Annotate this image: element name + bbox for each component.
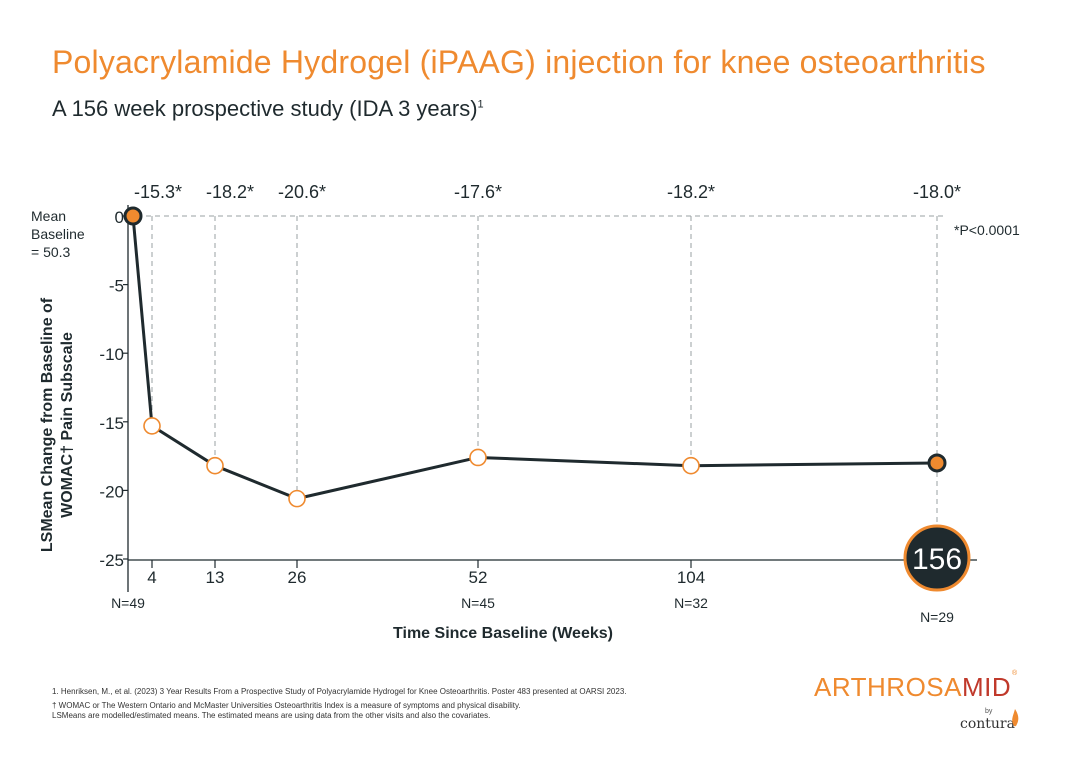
point-value-label: -18.2* [206, 182, 254, 202]
data-point [143, 417, 161, 435]
x-tick-label: 4 [147, 568, 156, 587]
data-point [123, 206, 143, 226]
data-series [123, 206, 947, 508]
y-axis-title-line2: WOMAC† Pain Subscale [59, 332, 76, 518]
chart-axes [127, 205, 977, 592]
baseline-label-line2: Baseline [31, 226, 85, 242]
logo-wordmark-part1: ARTHROSA [814, 672, 962, 702]
x-tick-highlight-circle [903, 524, 971, 592]
n-label: N=29 [920, 609, 954, 625]
x-tick-label: 104 [677, 568, 705, 587]
n-label: N=45 [461, 595, 495, 611]
data-point [288, 489, 306, 508]
y-tick-label: -5 [109, 277, 124, 296]
subtitle-reference: 1 [477, 98, 484, 111]
data-point [206, 456, 224, 475]
baseline-label-line3: = 50.3 [31, 244, 71, 260]
arthrosamid-logo: ARTHROSAMID ® by contura [814, 670, 1024, 740]
point-value-label: -18.2* [667, 182, 715, 202]
y-tick-label: -15 [99, 414, 124, 433]
x-tick-label: 13 [206, 568, 225, 587]
significance-note: *P<0.0001 [954, 222, 1020, 238]
y-tick-label: -20 [99, 482, 124, 501]
footnote-reference: 1. Henriksen, M., et al. (2023) 3 Year R… [52, 687, 627, 696]
logo-contura: contura [960, 716, 1015, 732]
n-label: N=32 [674, 595, 708, 611]
n-label: N=49 [111, 595, 145, 611]
y-axis-ticks: 0 -5 -10 -15 -20 -25 [99, 208, 128, 570]
footnote-womac: † WOMAC or The Western Ontario and McMas… [52, 701, 521, 710]
y-tick-label: -25 [99, 551, 124, 570]
logo-wordmark-part2: MID [962, 672, 1012, 702]
point-labels: -15.3* -18.2* -20.6* -17.6* -18.2* -18.0* [134, 182, 961, 202]
subtitle-text: A 156 week prospective study (IDA 3 year… [52, 96, 478, 121]
point-value-label: -20.6* [278, 182, 326, 202]
logo-wordmark: ARTHROSAMID [814, 672, 1011, 703]
baseline-label-line1: Mean [31, 208, 66, 224]
x-tick-label: 26 [288, 568, 307, 587]
x-tick-label: 52 [469, 568, 488, 587]
page-title: Polyacrylamide Hydrogel (iPAAG) injectio… [52, 44, 986, 80]
page-subtitle: A 156 week prospective study (IDA 3 year… [52, 96, 484, 122]
dashed-guides [128, 215, 947, 530]
data-point [469, 448, 487, 467]
point-value-label: -17.6* [454, 182, 502, 202]
logo-registered-mark: ® [1012, 670, 1018, 677]
logo-by: by [985, 708, 993, 715]
y-tick-label: 0 [115, 208, 124, 227]
point-value-label: -15.3* [134, 182, 182, 202]
x-axis-ticks: 4 13 26 52 104 156 N=49 N=45 N=32 N=29 [111, 524, 971, 625]
footnote-lsmeans: LSMeans are modelled/estimated means. Th… [52, 711, 491, 720]
flame-icon [1012, 709, 1019, 727]
data-point [927, 453, 947, 473]
point-value-label: -18.0* [913, 182, 961, 202]
x-tick-label: 156 [912, 543, 962, 576]
y-axis-title-line1: LSMean Change from Baseline of [39, 297, 56, 552]
y-tick-label: -10 [99, 345, 124, 364]
series-line [131, 215, 938, 501]
x-axis-title: Time Since Baseline (Weeks) [393, 625, 613, 642]
data-point [682, 456, 700, 475]
footnotes: 1. Henriksen, M., et al. (2023) 3 Year R… [52, 685, 627, 723]
